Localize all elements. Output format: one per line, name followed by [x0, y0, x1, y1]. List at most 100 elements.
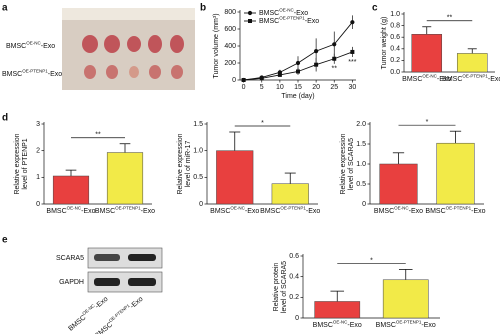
- panel-label: e: [2, 235, 8, 246]
- marker: [241, 78, 246, 82]
- y-axis-title: Relative expression: [14, 133, 21, 194]
- label-end: -Exo: [141, 208, 156, 215]
- y-tick-label: 0.2: [390, 57, 400, 64]
- label-end: -Exo: [129, 296, 145, 311]
- x-tick-label: 15: [294, 84, 302, 91]
- label-base: BMSC: [95, 208, 115, 215]
- significance: **: [332, 66, 338, 73]
- y-axis-title: level of SCARA5: [348, 138, 355, 190]
- bar: [216, 150, 254, 205]
- label: BMSCOE-PTENP1-Exo: [442, 74, 500, 83]
- marker: [350, 20, 355, 25]
- label: BMSCOE-NC-Exo: [210, 206, 259, 215]
- y-tick-label: 1.5: [356, 141, 366, 148]
- x-axis-title: Time (day): [281, 93, 314, 100]
- ruler: [62, 8, 195, 20]
- label-end: -Exo: [306, 208, 321, 215]
- legend-marker: [248, 19, 252, 23]
- tumors-top: [82, 35, 184, 53]
- marker: [296, 69, 300, 74]
- y-tick-label: 1: [36, 174, 40, 181]
- label-end: -Exo: [347, 322, 362, 329]
- y-tick-label: 0: [362, 201, 366, 208]
- y-axis-title: Relative protein: [273, 263, 280, 312]
- tumors-bottom: [84, 65, 183, 79]
- label-end: -Exo: [41, 43, 56, 50]
- label: BMSCOE-NC-Exo: [6, 41, 55, 50]
- y-tick-label: 3: [36, 121, 40, 128]
- bar: [382, 279, 429, 319]
- label-base: BMSC: [376, 322, 396, 329]
- label-sup: OE-NC: [333, 320, 348, 325]
- y-tick-label: 0.2: [289, 294, 299, 301]
- label-base: BMSC: [6, 43, 26, 50]
- marker: [295, 60, 301, 66]
- marker: [332, 56, 337, 61]
- panel-label: d: [2, 113, 8, 124]
- y-tick-label: 2.0: [356, 121, 366, 128]
- significance: *: [370, 257, 373, 264]
- label: BMSCOE-NC-Exo: [374, 206, 423, 215]
- label-sup: OE-NC: [422, 74, 437, 79]
- label-end: -Exo: [421, 322, 436, 329]
- label-base: BMSC: [259, 10, 279, 17]
- x-tick-label: 5: [260, 84, 264, 91]
- bar: [314, 301, 361, 319]
- label-base: BMSC: [2, 71, 22, 78]
- y-tick-label: 0.8: [390, 22, 400, 29]
- bar: [106, 152, 144, 205]
- marker: [350, 49, 355, 54]
- label: BMSCOE-PTENP1-Exo: [425, 206, 485, 215]
- y-axis-title: Relative expression: [340, 133, 347, 194]
- label: BMSCOE-PTENP1-Exo: [260, 206, 320, 215]
- marker: [314, 49, 319, 54]
- y-tick-label: 400: [224, 43, 236, 50]
- y-tick-label: 0.5: [356, 181, 366, 188]
- y-axis-title: Tumor weight (g): [381, 17, 388, 70]
- label: BMSCOE-NC-Exo: [402, 74, 451, 83]
- y-tick-label: 800: [224, 9, 236, 16]
- y-tick-label: 0: [36, 201, 40, 208]
- bar: [271, 183, 309, 205]
- label-base: BMSC: [442, 76, 462, 83]
- bar: [52, 175, 90, 205]
- marker: [259, 76, 264, 81]
- label-end: -Exo: [94, 296, 110, 311]
- label-base: BMSC: [374, 208, 394, 215]
- label: BMSCOE-NC-Exo: [46, 206, 95, 215]
- y-tick-label: 1.5: [193, 121, 203, 128]
- label-sup: OE-NC: [26, 41, 41, 46]
- label: BMSCOE-PTENP1-Exo: [95, 206, 155, 215]
- label-base: BMSC: [402, 76, 422, 83]
- label-sup: OE-NC: [394, 206, 409, 211]
- label-base: BMSC: [210, 208, 230, 215]
- label-sup: OE-PTENP1: [462, 74, 488, 79]
- y-tick-label: 1.0: [390, 11, 400, 18]
- x-tick-label: 0: [242, 84, 246, 91]
- y-tick-label: 0.6: [390, 34, 400, 41]
- y-tick-label: 0: [295, 315, 299, 322]
- label: BMSCOE-NC-Exo: [259, 8, 308, 17]
- blot: [87, 247, 163, 293]
- x-tick-label: 20: [312, 84, 320, 91]
- label-sup: OE-PTENP1: [115, 206, 141, 211]
- label-base: BMSC: [46, 208, 66, 215]
- label-sup: OE-PTENP1: [446, 206, 472, 211]
- y-tick-label: 0: [232, 77, 236, 84]
- y-axis-title: Relative expression: [177, 133, 184, 194]
- y-axis-title: level of PTENP1: [22, 138, 29, 189]
- label: BMSCOE-PTENP1-Exo: [2, 69, 62, 78]
- tumor-photo: [62, 8, 195, 90]
- label-base: BMSC: [313, 322, 333, 329]
- label: BMSCOE-PTENP1-Exo: [259, 16, 319, 25]
- panel-label: b: [200, 3, 206, 14]
- y-axis-title: level of SCARA5: [281, 261, 288, 313]
- bar: [411, 34, 443, 73]
- label-base: BMSC: [67, 314, 87, 332]
- marker: [277, 72, 282, 77]
- significance: **: [447, 15, 453, 22]
- label-sup: OE-PTENP1: [396, 320, 422, 325]
- label-end: -Exo: [81, 208, 96, 215]
- y-axis-title: level of miR-17: [185, 141, 192, 188]
